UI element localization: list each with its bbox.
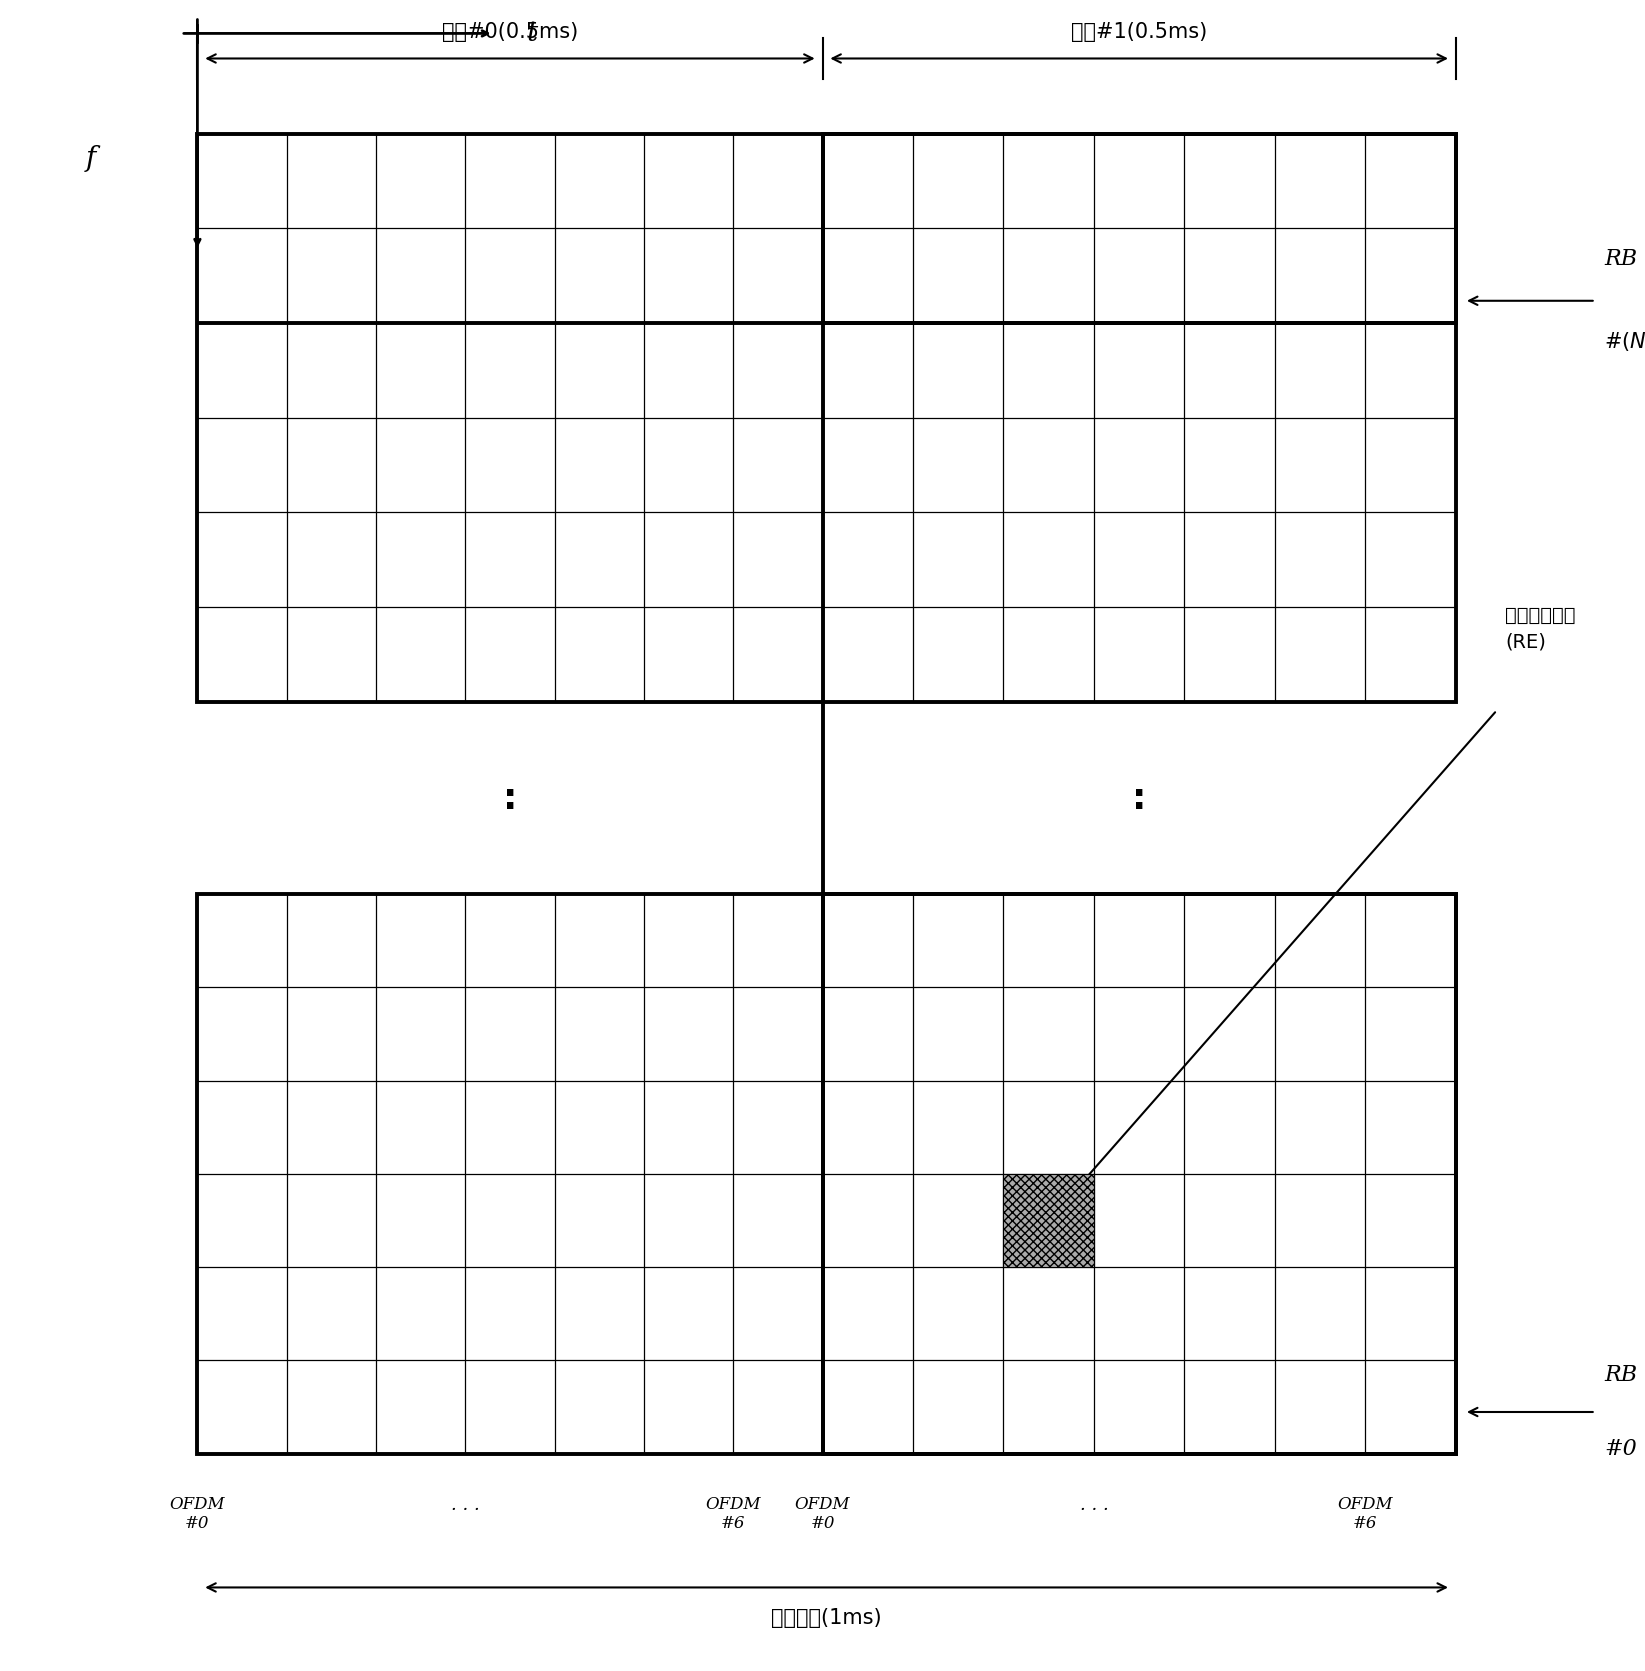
Text: OFDM
#0: OFDM #0	[169, 1496, 225, 1532]
Text: OFDM
#6: OFDM #6	[1337, 1496, 1393, 1532]
Bar	[197, 894, 1456, 1454]
Bar	[197, 134, 1456, 702]
Text: $\#(N_{RB}^{UL}-1)$: $\#(N_{RB}^{UL}-1)$	[1604, 328, 1645, 358]
Text: t: t	[526, 20, 538, 47]
Text: OFDM
#6: OFDM #6	[706, 1496, 762, 1532]
Text: :: :	[1132, 782, 1147, 815]
Bar	[1003, 1173, 1094, 1267]
Text: . . .: . . .	[451, 1496, 480, 1514]
Text: RB: RB	[1604, 1364, 1637, 1387]
Text: f: f	[86, 145, 95, 172]
Text: 时隙#1(0.5ms): 时隙#1(0.5ms)	[1071, 22, 1207, 42]
Text: 一个资源单元
(RE): 一个资源单元 (RE)	[1505, 607, 1576, 652]
Text: 一个子帧(1ms): 一个子帧(1ms)	[772, 1608, 882, 1628]
Text: :: :	[503, 782, 517, 815]
Text: . . .: . . .	[1079, 1496, 1109, 1514]
Text: OFDM
#0: OFDM #0	[795, 1496, 850, 1532]
Bar	[822, 134, 1456, 323]
Text: 时隙#0(0.5ms): 时隙#0(0.5ms)	[443, 22, 577, 42]
Bar	[822, 894, 1456, 1454]
Text: RB: RB	[1604, 247, 1637, 271]
Text: #0: #0	[1604, 1437, 1637, 1460]
